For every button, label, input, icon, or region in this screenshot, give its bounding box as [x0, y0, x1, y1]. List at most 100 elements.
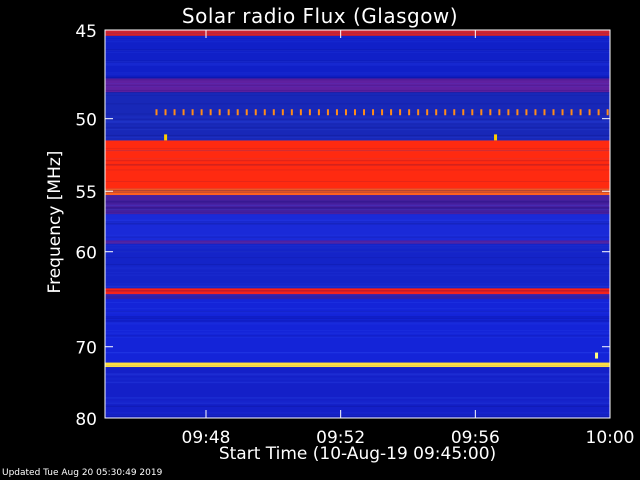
- burst-tick: [164, 109, 167, 116]
- y-tick-label: 55: [75, 183, 97, 203]
- burst-tick: [326, 109, 329, 116]
- burst-tick: [218, 109, 221, 116]
- burst-tick: [281, 109, 284, 116]
- noise-streak: [105, 365, 610, 367]
- noise-streak: [105, 220, 610, 222]
- noise-streak: [105, 160, 610, 162]
- noise-streak: [105, 91, 610, 93]
- burst-tick: [543, 109, 546, 116]
- noise-streak: [105, 374, 610, 376]
- noise-streak: [105, 73, 610, 75]
- burst-tick: [173, 109, 176, 116]
- noise-streak: [105, 308, 610, 310]
- noise-streak: [105, 335, 610, 337]
- noise-streak: [105, 382, 610, 384]
- noise-streak: [105, 381, 610, 383]
- frequency-band: [105, 294, 610, 300]
- noise-streak: [105, 60, 610, 62]
- noise-streak: [105, 223, 610, 225]
- noise-streak: [105, 272, 610, 274]
- plot-frame: [104, 29, 611, 419]
- noise-streak: [105, 64, 610, 66]
- noise-streak: [105, 204, 610, 206]
- noise-streak: [105, 374, 610, 376]
- burst-tick: [525, 109, 528, 116]
- noise-streak: [105, 377, 610, 379]
- y-tick-label: 45: [75, 22, 97, 42]
- noise-streak: [105, 50, 610, 52]
- y-axis-label: Frequency [MHz]: [45, 150, 65, 294]
- frequency-band: [105, 78, 610, 93]
- noise-streak: [105, 245, 610, 247]
- noise-streak: [105, 30, 610, 32]
- noise-streak: [105, 169, 610, 171]
- noise-streak: [105, 52, 610, 54]
- noise-streak: [105, 60, 610, 62]
- noise-streak: [105, 212, 610, 214]
- emission-spot: [595, 352, 599, 359]
- noise-streak: [105, 180, 610, 182]
- burst-tick: [317, 109, 320, 116]
- frequency-band: [105, 140, 610, 189]
- noise-streak: [105, 191, 610, 193]
- burst-tick: [245, 109, 248, 116]
- spectrogram-plot-area: [105, 30, 610, 418]
- noise-streak: [105, 234, 610, 236]
- noise-streak: [105, 266, 610, 268]
- noise-streak: [105, 274, 610, 276]
- noise-streak: [105, 221, 610, 223]
- emission-spot: [494, 134, 498, 141]
- noise-streak: [105, 127, 610, 129]
- noise-streak: [105, 311, 610, 313]
- noise-streak: [105, 84, 610, 86]
- burst-tick: [381, 109, 384, 116]
- burst-tick: [606, 109, 609, 116]
- noise-streak: [105, 116, 610, 118]
- noise-streak: [105, 61, 610, 63]
- noise-streak: [105, 31, 610, 33]
- noise-streak: [105, 412, 610, 414]
- noise-streak: [105, 352, 610, 354]
- burst-tick: [588, 109, 591, 116]
- noise-streak: [105, 83, 610, 85]
- burst-tick: [534, 109, 537, 116]
- y-tick-label: 50: [75, 111, 97, 131]
- burst-tick: [363, 109, 366, 116]
- noise-streak: [105, 113, 610, 115]
- burst-tick: [399, 109, 402, 116]
- noise-streak: [105, 150, 610, 152]
- noise-streak: [105, 268, 610, 270]
- burst-tick: [254, 109, 257, 116]
- noise-streak: [105, 190, 610, 192]
- noise-streak: [105, 119, 610, 121]
- burst-tick: [155, 109, 158, 116]
- noise-streak: [105, 352, 610, 354]
- burst-tick: [263, 109, 266, 116]
- noise-streak: [105, 290, 610, 292]
- burst-tick: [272, 109, 275, 116]
- y-tick-label: 70: [75, 339, 97, 359]
- burst-tick: [570, 109, 573, 116]
- noise-streak: [105, 124, 610, 126]
- noise-streak: [105, 41, 610, 43]
- noise-streak: [105, 76, 610, 78]
- burst-tick: [344, 109, 347, 116]
- noise-streak: [105, 85, 610, 87]
- noise-streak: [105, 283, 610, 285]
- noise-streak: [105, 290, 610, 292]
- burst-tick: [290, 109, 293, 116]
- burst-tick: [353, 109, 356, 116]
- burst-tick: [462, 109, 465, 116]
- burst-tick: [182, 109, 185, 116]
- noise-streak: [105, 263, 610, 265]
- noise-streak: [105, 292, 610, 294]
- noise-streak: [105, 329, 610, 331]
- burst-tick: [390, 109, 393, 116]
- axes: 45 50 55 60 70 80 09:48 09:52 09:56 10:00: [75, 22, 634, 448]
- noise-streak: [105, 286, 610, 288]
- noise-streak: [105, 201, 610, 203]
- noise-streak: [105, 222, 610, 224]
- noise-streak: [105, 236, 610, 238]
- noise-streak: [105, 220, 610, 222]
- y-tick-label: 80: [75, 410, 97, 430]
